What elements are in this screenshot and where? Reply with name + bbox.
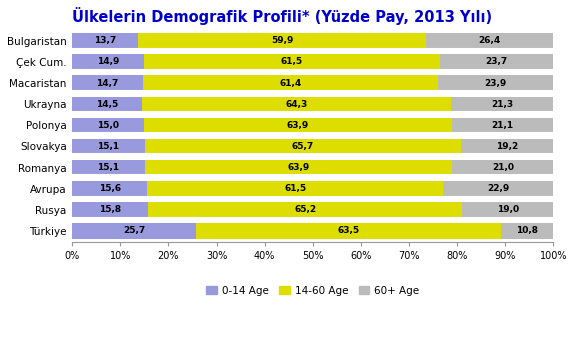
Bar xyxy=(426,33,553,48)
Text: 64,3: 64,3 xyxy=(285,100,308,109)
Text: 21,3: 21,3 xyxy=(491,100,514,109)
Text: 19,0: 19,0 xyxy=(497,205,519,214)
Bar xyxy=(501,223,553,239)
Bar xyxy=(72,223,196,239)
Bar xyxy=(72,76,143,91)
Bar xyxy=(72,97,142,112)
Text: 15,8: 15,8 xyxy=(99,205,121,214)
Text: 61,5: 61,5 xyxy=(284,184,307,193)
Bar xyxy=(142,97,451,112)
Text: 61,5: 61,5 xyxy=(281,57,303,66)
Text: 59,9: 59,9 xyxy=(271,36,293,45)
Text: 15,1: 15,1 xyxy=(98,142,119,151)
Text: 13,7: 13,7 xyxy=(94,36,117,45)
Bar xyxy=(72,54,144,70)
Text: 21,0: 21,0 xyxy=(492,163,514,172)
Bar xyxy=(443,181,553,196)
Bar xyxy=(144,54,440,70)
Bar xyxy=(145,160,452,175)
Text: 15,6: 15,6 xyxy=(99,184,121,193)
Text: 63,5: 63,5 xyxy=(338,227,360,236)
Text: 15,0: 15,0 xyxy=(98,121,119,130)
Bar xyxy=(72,160,145,175)
Bar xyxy=(462,202,553,218)
Bar xyxy=(148,181,443,196)
Text: 63,9: 63,9 xyxy=(287,121,309,130)
Bar xyxy=(461,139,553,154)
Bar xyxy=(72,181,148,196)
Bar xyxy=(451,97,554,112)
Legend: 0-14 Age, 14-60 Age, 60+ Age: 0-14 Age, 14-60 Age, 60+ Age xyxy=(202,281,424,300)
Text: 19,2: 19,2 xyxy=(496,142,518,151)
Text: 14,7: 14,7 xyxy=(96,79,119,88)
Text: 22,9: 22,9 xyxy=(487,184,509,193)
Bar xyxy=(143,76,439,91)
Text: 26,4: 26,4 xyxy=(479,36,501,45)
Text: 23,7: 23,7 xyxy=(486,57,508,66)
Text: 21,1: 21,1 xyxy=(491,121,514,130)
Bar xyxy=(440,54,554,70)
Bar xyxy=(72,139,145,154)
Bar xyxy=(145,118,452,133)
Bar xyxy=(452,118,553,133)
Bar xyxy=(72,202,148,218)
Text: 14,9: 14,9 xyxy=(97,57,119,66)
Text: 65,2: 65,2 xyxy=(294,205,316,214)
Bar xyxy=(138,33,426,48)
Text: 15,1: 15,1 xyxy=(98,163,119,172)
Text: 25,7: 25,7 xyxy=(123,227,145,236)
Text: 23,9: 23,9 xyxy=(484,79,507,88)
Bar xyxy=(148,202,462,218)
Text: 14,5: 14,5 xyxy=(96,100,118,109)
Bar xyxy=(145,139,461,154)
Text: 61,4: 61,4 xyxy=(280,79,302,88)
Bar xyxy=(439,76,553,91)
Text: 10,8: 10,8 xyxy=(517,227,538,236)
Bar xyxy=(196,223,501,239)
Bar xyxy=(72,118,145,133)
Bar xyxy=(452,160,553,175)
Bar xyxy=(72,33,138,48)
Text: 63,9: 63,9 xyxy=(288,163,310,172)
Text: 65,7: 65,7 xyxy=(292,142,314,151)
Text: Ülkelerin Demografik Profili* (Yüzde Pay, 2013 Yılı): Ülkelerin Demografik Profili* (Yüzde Pay… xyxy=(72,7,492,25)
